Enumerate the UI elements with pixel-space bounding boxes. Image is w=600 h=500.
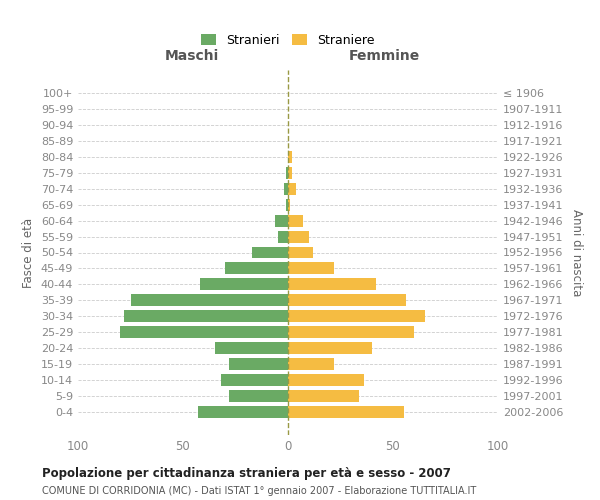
Bar <box>200 278 288 290</box>
Text: Popolazione per cittadinanza straniera per età e sesso - 2007: Popolazione per cittadinanza straniera p… <box>42 468 451 480</box>
Bar <box>124 310 288 322</box>
Bar <box>288 374 364 386</box>
Y-axis label: Fasce di età: Fasce di età <box>22 218 35 288</box>
Bar <box>286 198 288 210</box>
Bar <box>288 294 406 306</box>
Bar <box>288 262 334 274</box>
Bar <box>288 342 372 354</box>
Bar <box>288 230 309 242</box>
Bar <box>277 230 288 242</box>
Bar <box>288 358 334 370</box>
Text: Maschi: Maschi <box>164 48 218 62</box>
Bar <box>288 198 290 210</box>
Legend: Stranieri, Straniere: Stranieri, Straniere <box>196 29 380 52</box>
Bar <box>288 182 296 194</box>
Bar <box>215 342 288 354</box>
Bar <box>288 166 292 178</box>
Bar <box>288 326 414 338</box>
Bar <box>288 214 303 226</box>
Y-axis label: Anni di nascita: Anni di nascita <box>570 209 583 296</box>
Bar <box>229 358 288 370</box>
Bar <box>288 246 313 258</box>
Text: COMUNE DI CORRIDONIA (MC) - Dati ISTAT 1° gennaio 2007 - Elaborazione TUTTITALIA: COMUNE DI CORRIDONIA (MC) - Dati ISTAT 1… <box>42 486 476 496</box>
Bar <box>288 150 292 162</box>
Bar <box>225 262 288 274</box>
Bar <box>288 406 404 418</box>
Bar <box>288 310 425 322</box>
Bar <box>253 246 288 258</box>
Bar <box>229 390 288 402</box>
Bar <box>275 214 288 226</box>
Bar <box>221 374 288 386</box>
Bar <box>131 294 288 306</box>
Text: Femmine: Femmine <box>349 48 420 62</box>
Bar <box>286 166 288 178</box>
Bar <box>120 326 288 338</box>
Bar <box>198 406 288 418</box>
Bar <box>288 390 359 402</box>
Bar <box>284 182 288 194</box>
Bar <box>288 278 376 290</box>
